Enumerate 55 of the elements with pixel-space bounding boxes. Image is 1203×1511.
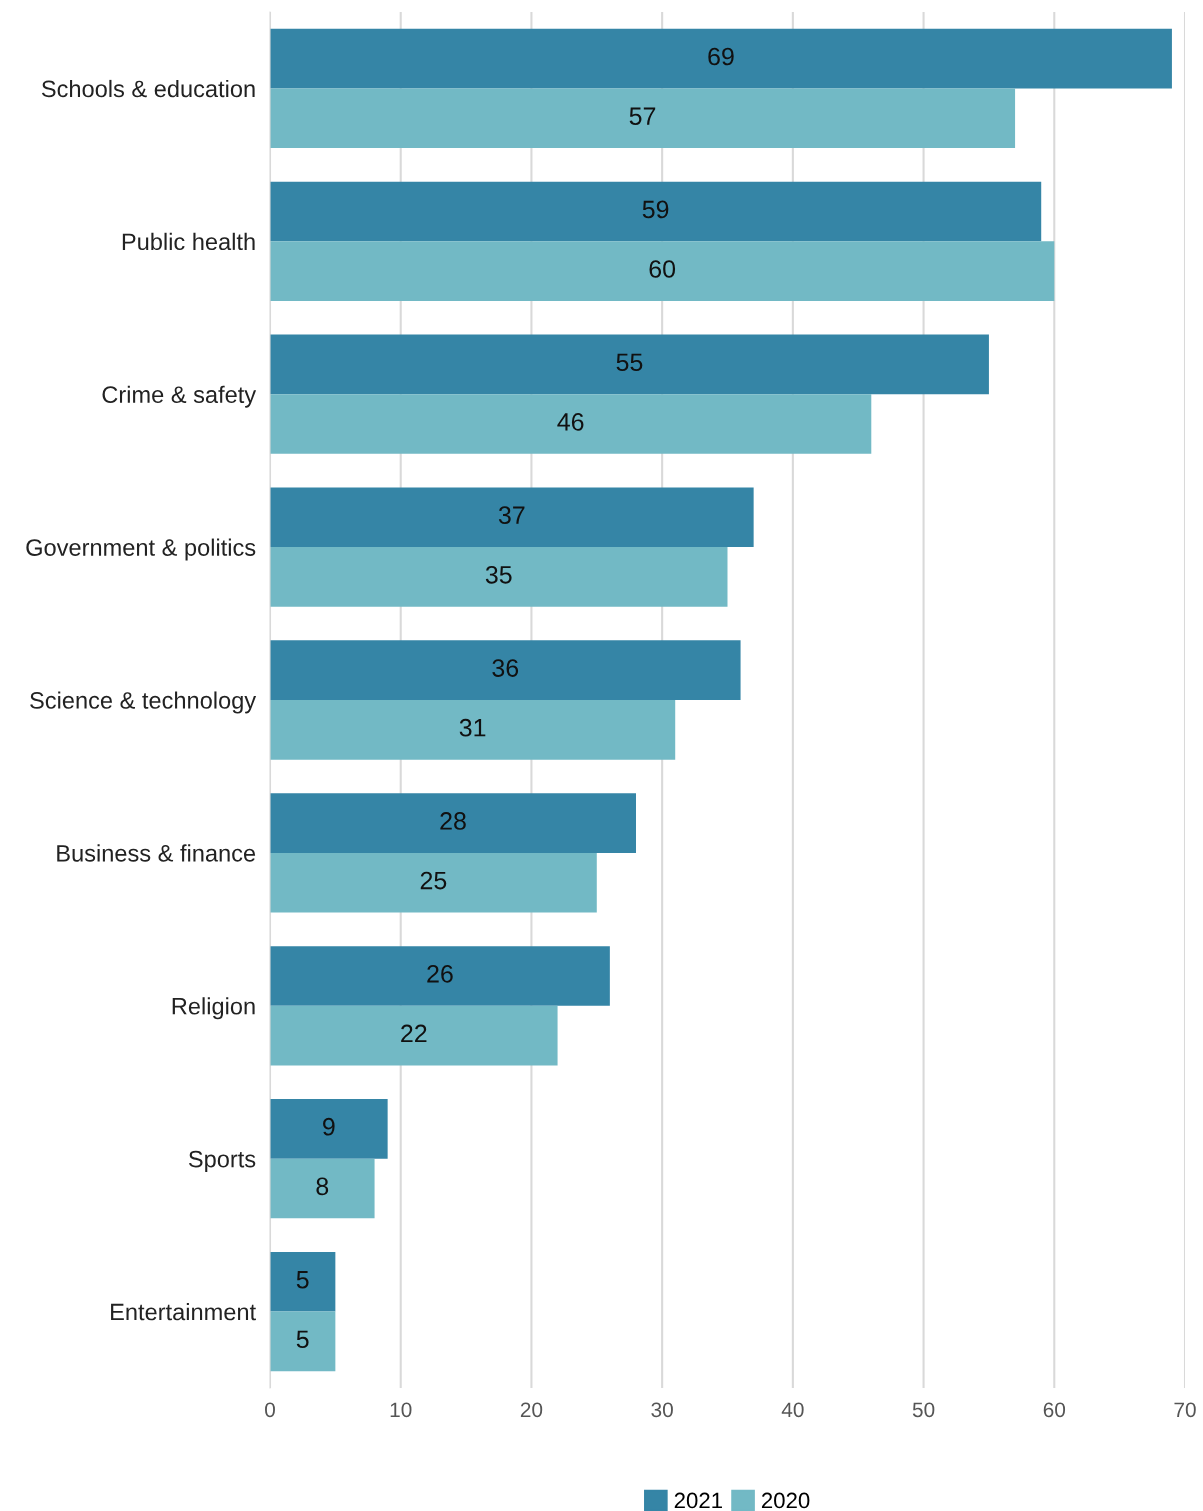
data-label: 57 — [629, 107, 656, 125]
y-tick-label: Business & finance — [57, 844, 256, 862]
data-label: 5 — [296, 1271, 309, 1289]
x-tick-label: 40 — [781, 1402, 804, 1418]
data-label: 59 — [642, 200, 669, 219]
data-label: 25 — [420, 871, 447, 890]
bar — [270, 334, 989, 395]
data-label: 55 — [616, 353, 643, 372]
x-tick-label: 20 — [520, 1402, 543, 1418]
bar — [270, 640, 741, 700]
data-label: 69 — [708, 47, 734, 66]
bar — [270, 1005, 558, 1066]
bar — [270, 1251, 336, 1312]
bar — [270, 181, 1042, 242]
y-tick-label: Schools & education — [41, 79, 255, 98]
bar — [270, 1099, 388, 1159]
data-label: 26 — [427, 964, 453, 983]
data-label: 22 — [401, 1024, 427, 1043]
data-label: 31 — [459, 718, 486, 737]
bar — [270, 241, 1055, 301]
legend-label: 2021 — [674, 1492, 722, 1509]
y-tick-label: Public health — [122, 232, 255, 251]
x-tick-label: 10 — [390, 1402, 412, 1418]
legend-label: 2020 — [761, 1492, 810, 1509]
y-tick-label: Religion — [172, 997, 255, 1020]
bar — [270, 394, 872, 454]
data-label: 36 — [492, 659, 519, 677]
data-label: 28 — [440, 812, 466, 830]
bar — [270, 852, 597, 913]
x-tick-label: 60 — [1043, 1402, 1066, 1418]
bar — [270, 700, 676, 760]
data-label: 5 — [296, 1330, 309, 1349]
bar — [270, 487, 754, 548]
y-tick-label: Entertainment — [111, 1303, 256, 1321]
data-label: 46 — [557, 413, 584, 431]
data-label: 9 — [323, 1117, 335, 1136]
data-label: 8 — [316, 1177, 329, 1196]
bar — [270, 547, 728, 607]
y-tick-label: Sports — [188, 1150, 256, 1173]
y-tick-label: Crime & safety — [102, 385, 257, 408]
bar — [270, 793, 636, 853]
bar — [270, 28, 1172, 89]
x-tick-label: 70 — [1174, 1402, 1196, 1418]
x-tick-label: 30 — [651, 1402, 673, 1418]
x-tick-label: 50 — [912, 1402, 935, 1418]
data-label: 37 — [498, 506, 525, 525]
data-label: 35 — [485, 565, 512, 584]
data-label: 60 — [649, 260, 676, 278]
y-tick-label: Science & technology — [30, 691, 257, 714]
bar — [270, 1311, 336, 1372]
y-tick-label: Government & politics — [26, 538, 256, 561]
x-tick-label: 0 — [265, 1402, 275, 1418]
bar — [270, 946, 610, 1006]
bar — [270, 1158, 375, 1219]
bar — [270, 88, 1016, 149]
